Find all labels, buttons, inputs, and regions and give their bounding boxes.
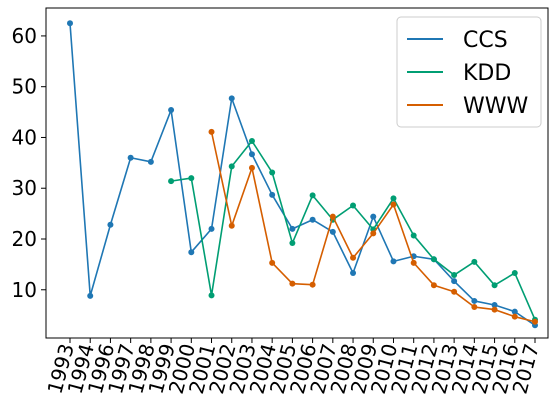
data-point-www [451,288,458,295]
data-point-ccs [471,297,478,304]
data-point-ccs [208,225,215,232]
data-point-kdd [451,272,458,279]
data-point-www [269,259,276,266]
data-point-ccs [289,225,296,232]
legend: CCS KDD WWW [396,16,542,128]
data-point-ccs [87,292,94,299]
data-point-www [532,318,538,325]
data-point-kdd [410,232,417,239]
data-point-ccs [390,258,397,265]
data-point-www [390,201,397,208]
data-point-www [208,128,215,135]
data-point-ccs [451,278,458,285]
data-point-ccs [350,270,357,277]
axes: 1020304050601993199419961997199819992000… [12,24,544,397]
data-point-ccs [168,107,175,114]
data-point-kdd [168,178,175,185]
data-point-ccs [309,216,316,223]
data-point-www [289,280,296,287]
y-tick-label: 60 [12,24,37,48]
data-point-kdd [471,258,478,265]
y-tick-label: 50 [12,75,37,99]
data-point-kdd [188,175,195,182]
series-line-ccs [69,23,536,326]
data-point-kdd [228,163,235,170]
data-point-kdd [248,138,255,145]
y-tick-label: 10 [12,278,37,302]
data-point-ccs [107,221,114,228]
series-www [208,128,538,325]
data-point-kdd [269,169,276,176]
plot-area [67,20,538,329]
data-point-ccs [329,228,336,235]
data-point-www [248,164,255,171]
series-ccs [67,20,538,329]
data-point-kdd [350,202,357,209]
data-point-www [329,213,336,220]
data-point-www [370,230,377,237]
data-point-ccs [147,158,154,165]
y-tick-label: 30 [12,176,37,200]
data-point-ccs [127,154,134,161]
data-point-ccs [511,308,518,315]
data-point-kdd [208,292,215,299]
data-point-kdd [289,240,296,247]
data-point-kdd [511,270,518,277]
data-point-kdd [430,256,437,263]
data-point-ccs [491,302,498,308]
data-point-www [350,254,357,261]
series-kdd [168,138,538,323]
data-point-www [410,259,417,266]
data-point-ccs [248,151,255,158]
data-point-kdd [390,195,397,202]
legend-label-kdd: KDD [463,61,511,86]
data-point-www [228,222,235,229]
data-point-www [309,281,316,288]
data-point-www [430,282,437,289]
data-point-ccs [370,213,377,220]
data-point-ccs [67,20,73,27]
data-point-www [471,304,478,311]
data-point-www [491,306,498,313]
axes-frame [45,7,549,339]
legend-label-ccs: CCS [463,28,508,53]
y-tick-label: 20 [12,227,37,251]
legend-label-www: WWW [463,94,529,119]
data-point-ccs [269,191,276,198]
data-point-kdd [309,192,316,199]
y-tick-label: 40 [12,125,37,149]
data-point-ccs [188,249,195,256]
legend-box [396,16,542,128]
data-point-kdd [491,282,498,289]
data-point-www [511,313,518,320]
data-point-ccs [228,95,235,102]
